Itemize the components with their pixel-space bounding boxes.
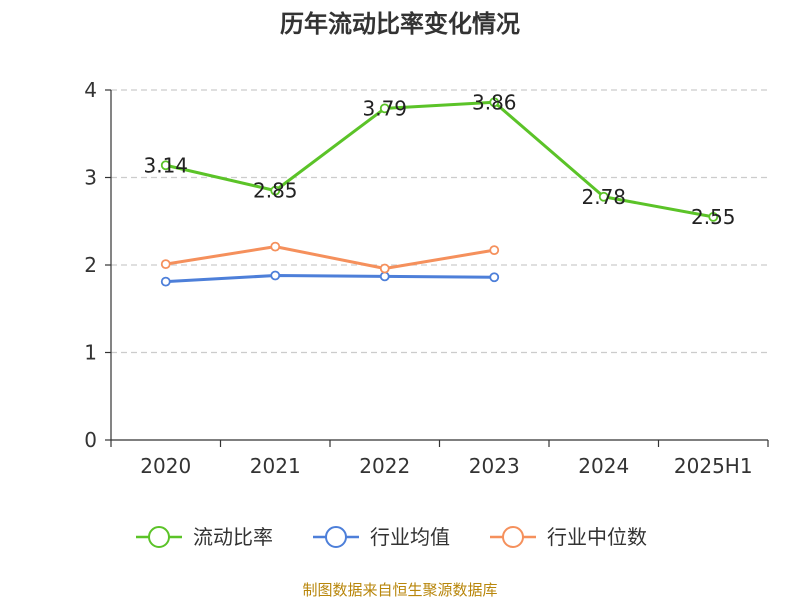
x-tick-label: 2025H1 bbox=[674, 454, 753, 478]
legend-marker bbox=[502, 526, 524, 548]
data-point[interactable] bbox=[379, 271, 390, 282]
data-label: 3.14 bbox=[143, 153, 188, 177]
source-note: 制图数据来自恒生聚源数据库 bbox=[302, 581, 497, 599]
legend-label: 行业中位数 bbox=[547, 525, 647, 549]
x-tick-label: 2020 bbox=[140, 454, 191, 478]
grid bbox=[111, 89, 768, 354]
y-tick-label: 3 bbox=[84, 166, 97, 190]
x-tick-label: 2024 bbox=[578, 454, 629, 478]
legend-marker bbox=[325, 526, 347, 548]
data-label: 2.55 bbox=[691, 205, 736, 229]
chart-title: 历年流动比率变化情况 bbox=[280, 10, 520, 38]
x-tick-label: 2023 bbox=[469, 454, 520, 478]
legend-marker bbox=[148, 526, 170, 548]
data-point[interactable] bbox=[379, 103, 390, 114]
legend-label: 流动比率 bbox=[193, 525, 273, 549]
y-tick-label: 4 bbox=[84, 78, 97, 102]
data-label: 3.86 bbox=[472, 90, 517, 114]
y-tick-label: 2 bbox=[84, 253, 97, 277]
data-point[interactable] bbox=[379, 263, 390, 274]
series-line-1 bbox=[165, 274, 495, 284]
legend-label: 行业均值 bbox=[370, 525, 450, 549]
y-tick-label: 1 bbox=[84, 341, 97, 365]
y-tick-label: 0 bbox=[84, 428, 97, 452]
data-point[interactable] bbox=[598, 191, 609, 202]
x-tick-label: 2021 bbox=[250, 454, 301, 478]
data-labels: 3.14 2.85 3.79 3.86 2.78 2.55 bbox=[143, 90, 735, 229]
data-point[interactable] bbox=[160, 259, 171, 270]
x-tick-label: 2022 bbox=[359, 454, 410, 478]
series-line-0 bbox=[165, 100, 714, 219]
data-point[interactable] bbox=[270, 241, 281, 252]
data-label: 2.85 bbox=[253, 179, 298, 203]
legend-item[interactable]: 行业均值 bbox=[313, 525, 450, 549]
series-group bbox=[160, 97, 719, 287]
data-point[interactable] bbox=[708, 211, 719, 222]
data-point[interactable] bbox=[489, 245, 500, 256]
data-point[interactable] bbox=[160, 160, 171, 171]
legend-item[interactable]: 行业中位数 bbox=[490, 525, 647, 549]
data-point[interactable] bbox=[489, 97, 500, 108]
legend: 流动比率 行业均值 行业中位数 bbox=[136, 525, 647, 549]
data-label: 3.79 bbox=[362, 96, 407, 120]
data-point[interactable] bbox=[160, 276, 171, 287]
data-point[interactable] bbox=[270, 270, 281, 281]
data-point[interactable] bbox=[270, 185, 281, 196]
legend-item[interactable]: 流动比率 bbox=[136, 525, 273, 549]
data-point[interactable] bbox=[489, 272, 500, 283]
axes: 0 1 2 3 4 2020 2021 2022 2023 2024 2025H1 bbox=[84, 78, 769, 478]
data-label: 2.78 bbox=[581, 185, 626, 209]
series-line-2 bbox=[165, 245, 495, 270]
